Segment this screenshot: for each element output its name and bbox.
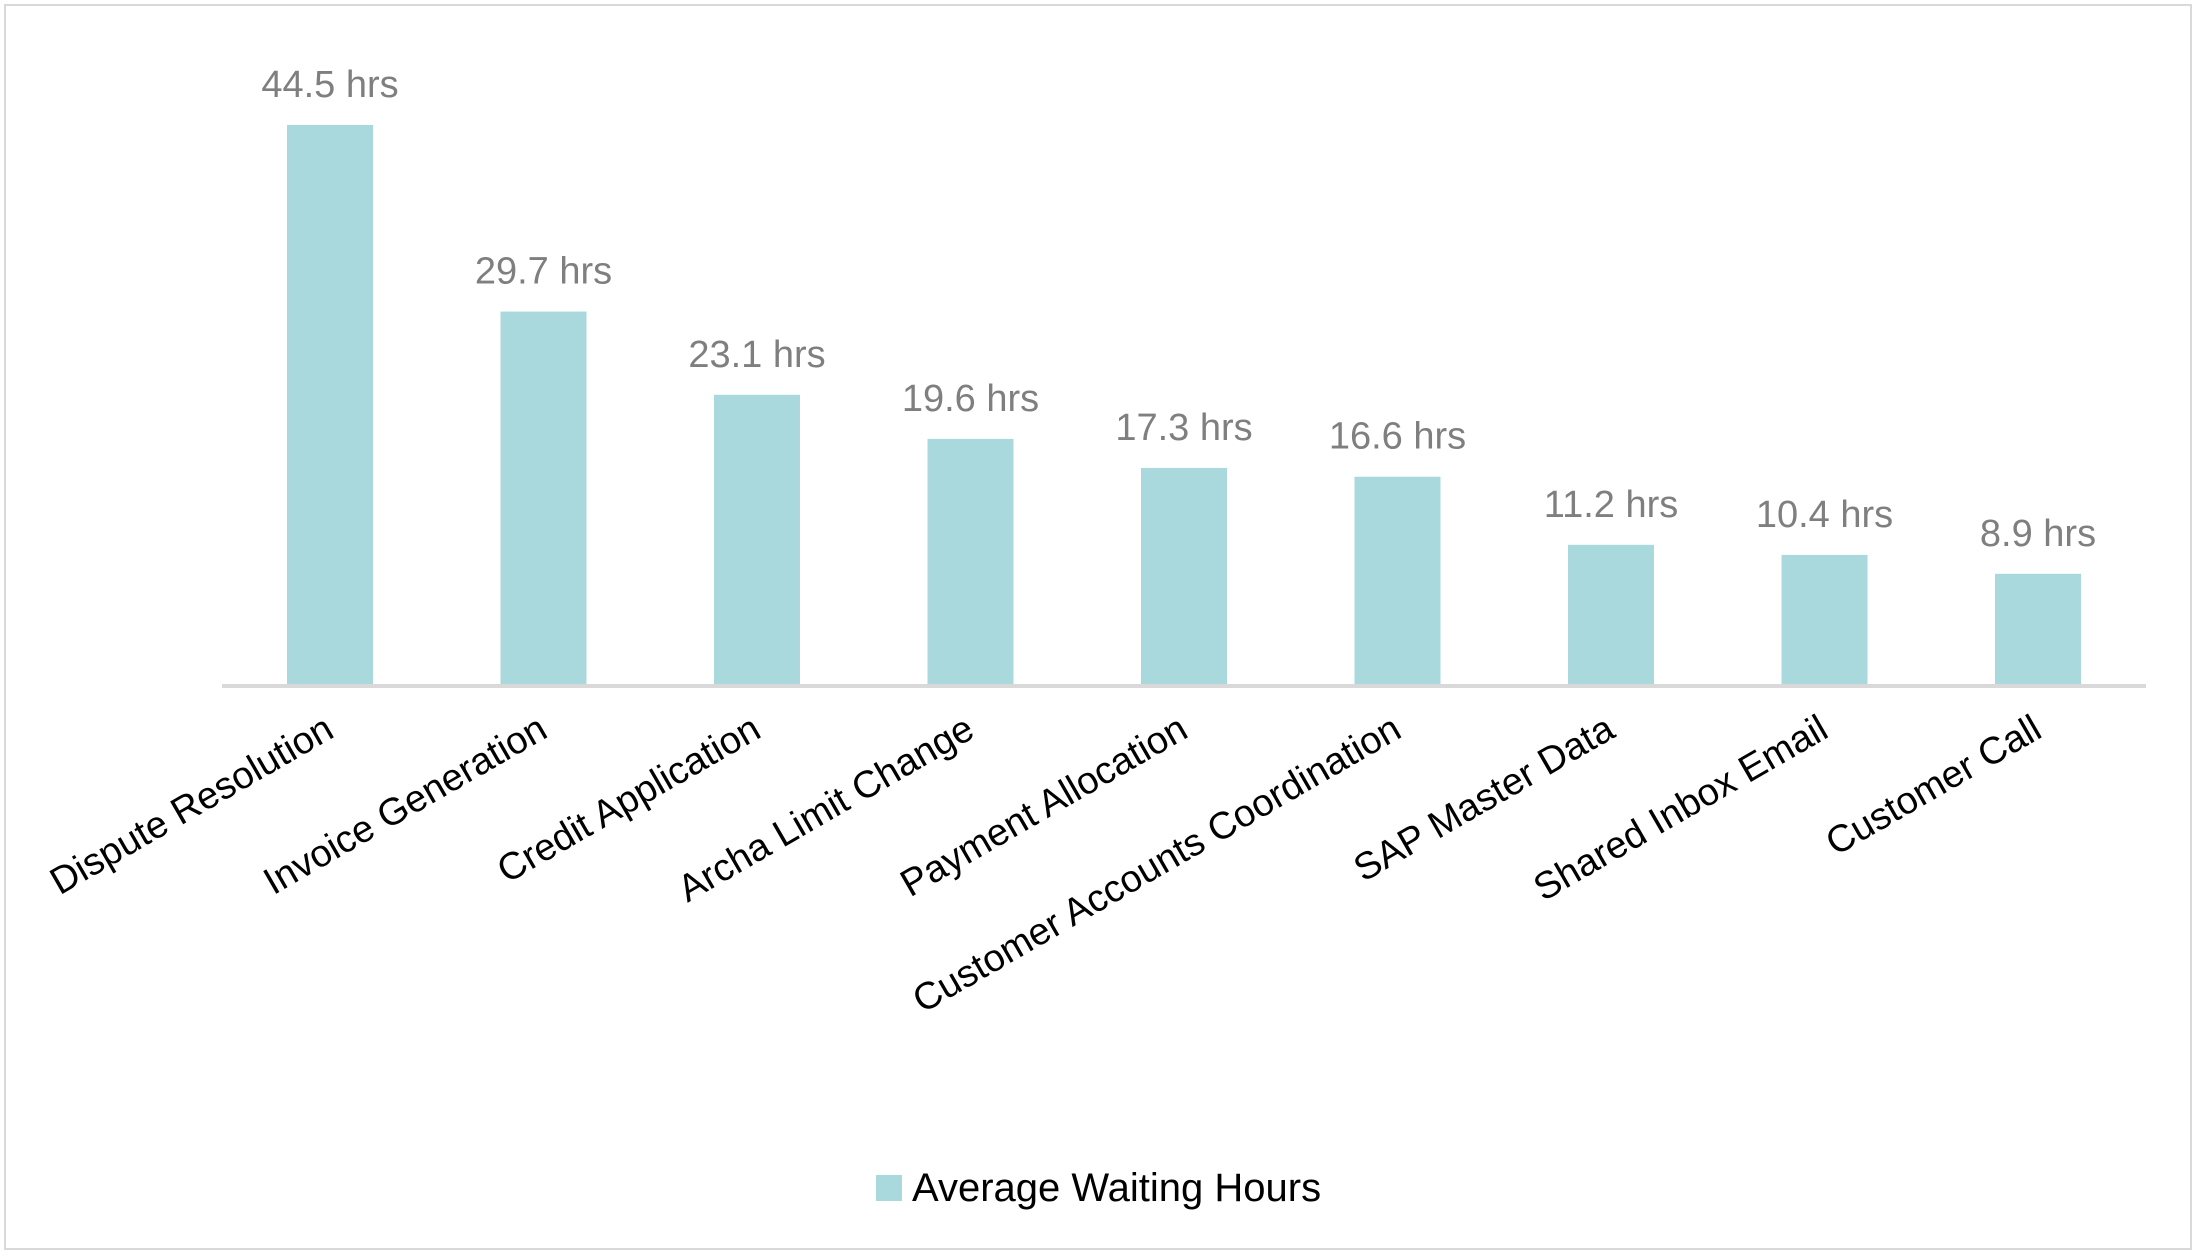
- bars-layer: [287, 125, 2081, 686]
- data-label: 19.6 hrs: [902, 378, 1039, 420]
- bar: [287, 125, 373, 686]
- bar: [1354, 476, 1441, 686]
- x-tick-label: Customer Call: [1819, 707, 2048, 864]
- data-label: 10.4 hrs: [1756, 494, 1893, 536]
- data-label: 8.9 hrs: [1980, 513, 2096, 555]
- data-label: 16.6 hrs: [1329, 416, 1466, 458]
- bar: [1995, 573, 2081, 686]
- legend-swatch: [876, 1175, 902, 1201]
- bar: [714, 394, 800, 686]
- data-label: 17.3 hrs: [1115, 407, 1252, 449]
- legend: Average Waiting Hours: [876, 1166, 1321, 1210]
- data-label: 44.5 hrs: [261, 64, 398, 106]
- data-label: 29.7 hrs: [475, 251, 612, 293]
- legend-label: Average Waiting Hours: [912, 1166, 1321, 1210]
- bar: [500, 311, 587, 686]
- bar: [1568, 544, 1654, 686]
- bar: [1781, 554, 1868, 686]
- bar: [927, 438, 1014, 686]
- data-label: 11.2 hrs: [1544, 484, 1678, 526]
- data-label: 23.1 hrs: [688, 334, 825, 376]
- data-labels-layer: 44.5 hrs 29.7 hrs 23.1 hrs 19.6 hrs 17.3 hrs…: [261, 64, 2096, 555]
- bar: [1141, 467, 1227, 686]
